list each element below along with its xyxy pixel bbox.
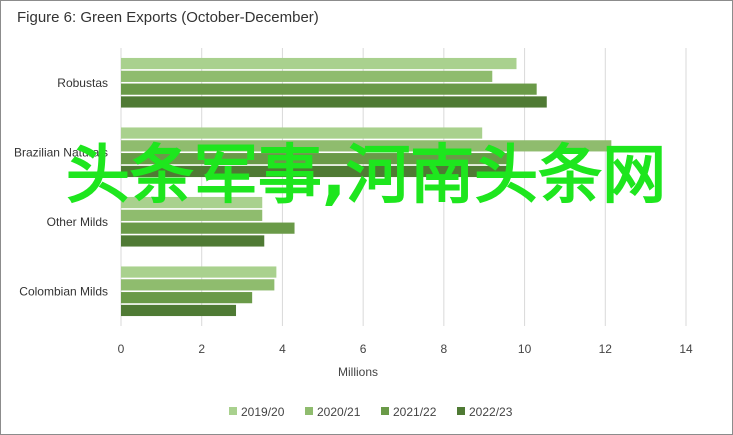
category-label: Brazilian Naturals [14,145,108,159]
legend-swatch [229,407,237,415]
bar [121,83,537,95]
x-axis-title: Millions [338,365,378,379]
bar [121,279,275,291]
x-tick-label: 12 [599,342,613,356]
x-tick-label: 0 [118,342,125,356]
bar [121,292,253,304]
category-label: Colombian Milds [19,284,108,298]
bar [121,222,295,234]
x-tick-label: 8 [441,342,448,356]
bar [121,96,547,108]
bar [121,266,277,278]
bar [121,165,513,178]
bar [121,70,493,82]
legend: 2019/20 2020/21 2021/22 2022/23 [229,405,513,419]
category-label: Robustas [57,76,108,90]
bar [121,153,513,165]
legend-swatch [381,407,389,415]
x-tick-label: 10 [518,342,532,356]
bar [121,235,265,247]
legend-swatch [457,407,465,415]
bar [121,209,263,221]
category-labels: Robustas Brazilian Naturals Other Milds Col… [14,76,108,299]
category-label: Other Milds [47,215,108,229]
x-tick-label: 2 [198,342,205,356]
legend-swatch [305,407,313,415]
legend-label: 2022/23 [469,405,513,419]
x-tick-labels: 0 2 4 6 8 10 12 14 [118,342,693,356]
legend-label: 2020/21 [317,405,361,419]
x-tick-label: 4 [279,342,286,356]
legend-label: 2021/22 [393,405,437,419]
bar [121,196,263,209]
bar [121,57,517,70]
bar [121,304,237,317]
x-tick-label: 14 [679,342,693,356]
chart-title: Figure 6: Green Exports (October-Decembe… [17,9,319,26]
bar [121,127,483,139]
bars [121,57,612,317]
legend-label: 2019/20 [241,405,285,419]
x-tick-label: 6 [360,342,367,356]
bar [121,140,612,152]
